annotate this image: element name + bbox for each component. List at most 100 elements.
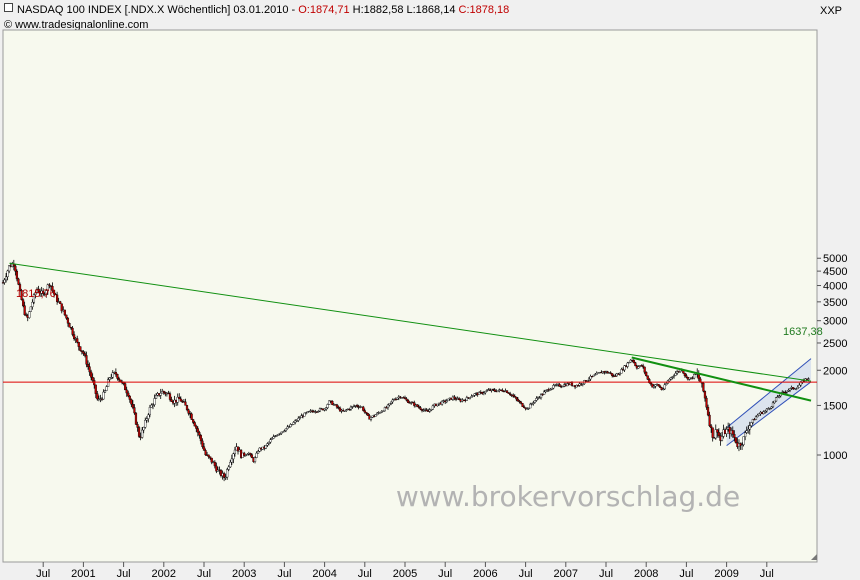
candle-body	[170, 399, 173, 402]
candle-body	[754, 416, 758, 420]
high-low-values: H:1882,58 L:1868,14	[349, 4, 459, 16]
candle-body	[125, 389, 128, 394]
candle-body	[56, 294, 59, 302]
candle-body	[770, 406, 773, 409]
candle-body	[798, 384, 801, 388]
support-line-label: 1815,76	[16, 288, 56, 300]
candle-body	[674, 373, 677, 376]
candle-body	[428, 409, 431, 412]
candle-body	[8, 265, 11, 272]
channel-upper-line	[726, 358, 812, 429]
candle-body	[665, 383, 668, 386]
candle-body	[317, 410, 320, 413]
candle-body	[708, 414, 711, 427]
candle-body	[529, 403, 532, 409]
candle-body	[20, 290, 23, 300]
candle-body	[127, 392, 130, 397]
candle-body	[185, 405, 189, 410]
candle-body	[96, 393, 99, 400]
candle-body	[255, 452, 258, 458]
candle-body	[349, 406, 352, 410]
candle-body	[417, 406, 421, 408]
candle-body	[145, 418, 148, 421]
candle-body	[119, 379, 122, 383]
candle-body	[249, 453, 252, 455]
candle-body	[253, 457, 257, 462]
candle-body	[637, 366, 640, 369]
candle-body	[668, 379, 671, 382]
candle-body	[539, 394, 543, 398]
candle-body	[304, 412, 308, 414]
candle-body	[611, 373, 614, 376]
candle-body	[703, 391, 707, 399]
candle-body	[130, 399, 133, 405]
candle-body	[298, 417, 301, 419]
candle-body	[46, 284, 49, 291]
candle-body	[326, 404, 329, 408]
candle-body	[634, 362, 637, 367]
candle-body	[386, 404, 390, 408]
candle-body	[15, 270, 19, 280]
candle-body	[465, 397, 468, 401]
candle-body	[294, 420, 297, 423]
x-tick-label: 2001	[71, 568, 95, 580]
candle-body	[207, 454, 210, 457]
candle-body	[267, 441, 271, 444]
candle-body	[519, 401, 523, 404]
candle-body	[31, 301, 34, 308]
candle-body	[300, 415, 303, 418]
candle-body	[592, 374, 595, 377]
candle-body	[677, 371, 680, 373]
candle-body	[63, 309, 66, 316]
candle-body	[595, 372, 598, 375]
long-trendline	[9, 262, 812, 382]
candle-body	[518, 400, 521, 403]
candle-body	[167, 392, 170, 395]
minimize-box-icon[interactable]	[4, 3, 13, 12]
candle-body	[153, 398, 156, 405]
candle-body	[413, 402, 416, 406]
candle-body	[258, 447, 261, 452]
x-tick-label: Jul	[760, 568, 774, 580]
candle-body	[131, 403, 134, 408]
candle-body	[18, 284, 22, 291]
candle-body	[382, 410, 385, 412]
candle-body	[791, 387, 795, 390]
candle-body	[473, 393, 476, 396]
candle-body	[577, 385, 580, 387]
candle-body	[281, 431, 284, 433]
candle-body	[586, 380, 589, 382]
candle-body	[530, 403, 533, 405]
candle-body	[82, 351, 85, 354]
candle-body	[315, 411, 318, 413]
candle-body	[17, 278, 20, 285]
candle-body	[403, 397, 407, 400]
candle-body	[441, 400, 444, 405]
candle-body	[807, 378, 810, 380]
candle-body	[717, 432, 720, 437]
candle-body	[91, 377, 94, 381]
plot-area[interactable]	[2, 29, 818, 563]
candle-body	[134, 412, 138, 425]
candle-body	[532, 402, 535, 404]
candle-body	[669, 377, 673, 380]
candle-body	[193, 422, 196, 427]
candle-body	[651, 383, 654, 388]
candle-body	[14, 265, 17, 272]
candle-body	[606, 371, 609, 374]
close-value: C:1878,18	[458, 4, 510, 16]
resize-grip-icon[interactable]	[811, 554, 817, 560]
x-tick-label: 2009	[714, 568, 738, 580]
candle-body	[69, 327, 73, 329]
candle-body	[6, 270, 9, 278]
candle-body	[23, 305, 26, 315]
candle-body	[425, 409, 428, 412]
open-value: O:1874,71	[298, 4, 350, 16]
candle-body	[51, 286, 54, 291]
candle-body	[103, 390, 107, 393]
candle-body	[470, 396, 473, 398]
candle-body	[394, 399, 397, 401]
candle-body	[549, 389, 552, 391]
candle-body	[744, 432, 747, 437]
